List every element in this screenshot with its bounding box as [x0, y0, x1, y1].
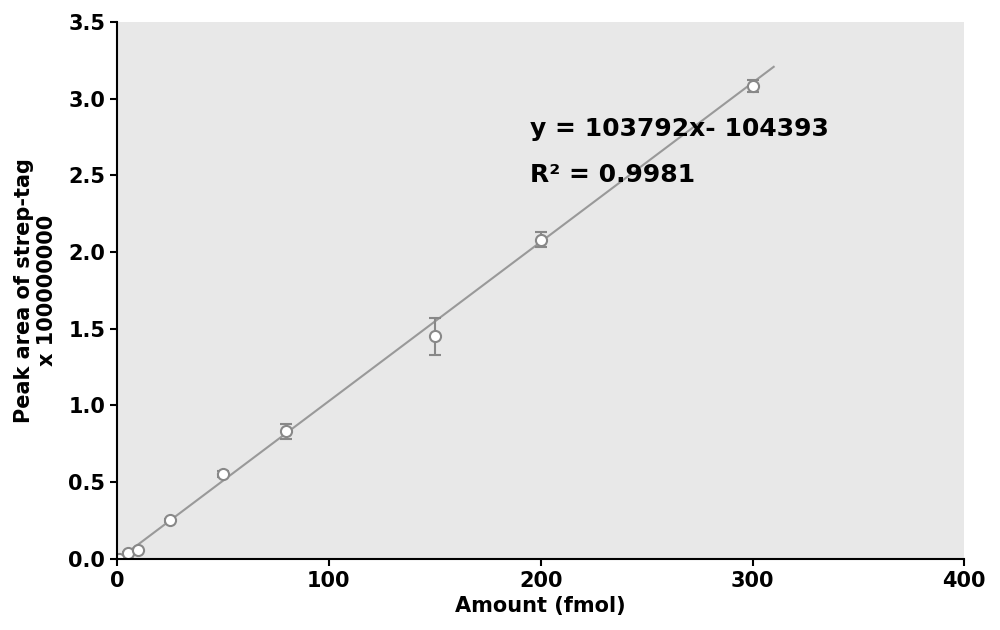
X-axis label: Amount (fmol): Amount (fmol) — [455, 596, 626, 616]
Y-axis label: Peak area of strep-tag
x 100000000: Peak area of strep-tag x 100000000 — [14, 158, 57, 423]
Text: y = 103792x- 104393: y = 103792x- 104393 — [530, 117, 829, 141]
Text: R² = 0.9981: R² = 0.9981 — [530, 163, 695, 187]
